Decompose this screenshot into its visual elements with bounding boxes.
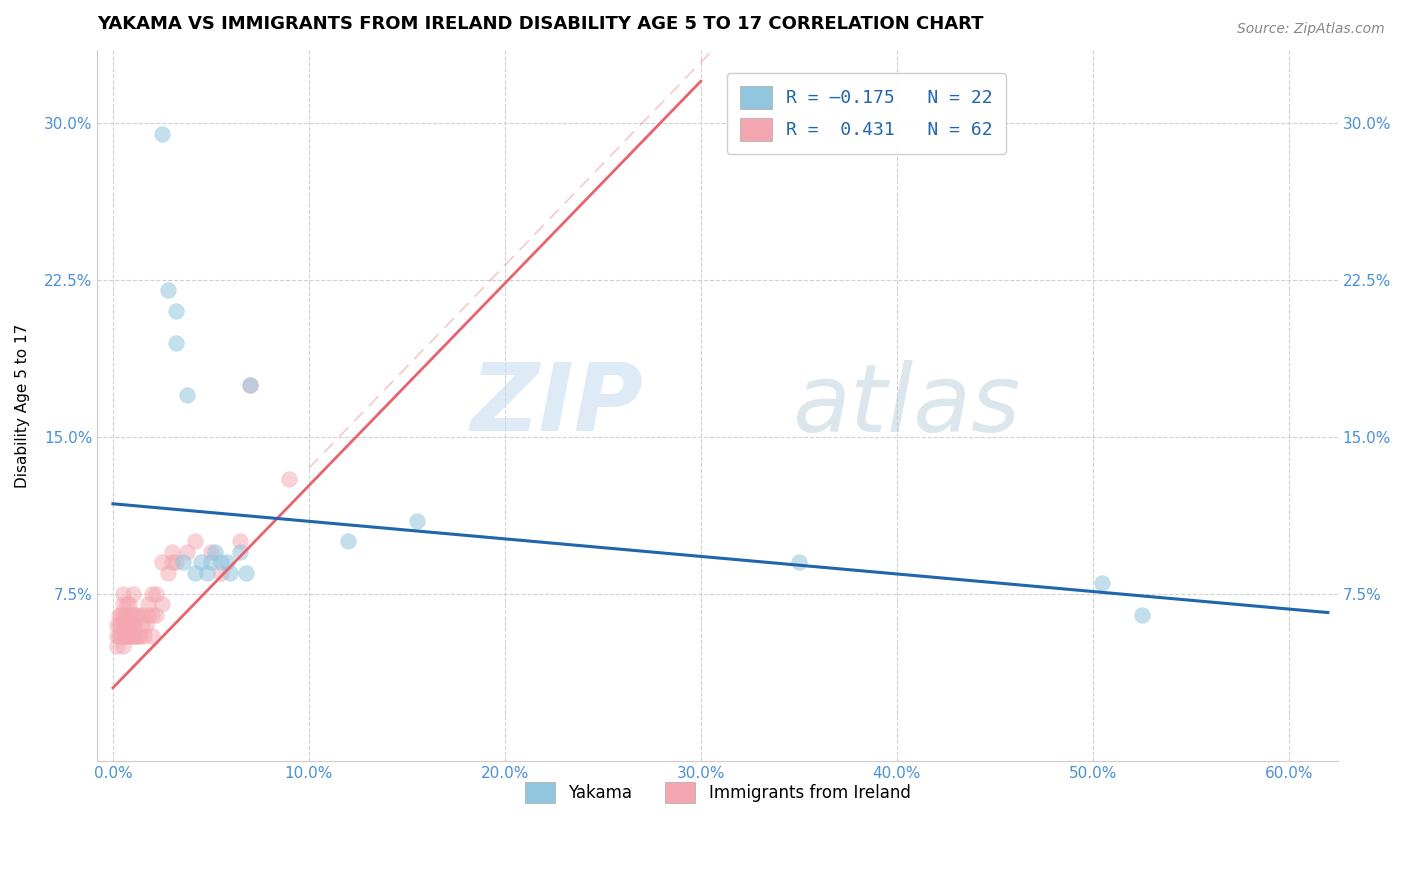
Point <box>111 618 134 632</box>
Point <box>117 618 139 632</box>
Point <box>200 545 222 559</box>
Point <box>107 629 129 643</box>
Point <box>134 629 156 643</box>
Point <box>1091 576 1114 591</box>
Point <box>125 629 148 643</box>
Point <box>129 629 152 643</box>
Point <box>110 607 132 622</box>
Point <box>200 555 222 569</box>
Point <box>190 555 212 569</box>
Point <box>114 618 136 632</box>
Point <box>114 629 136 643</box>
Point <box>165 335 187 350</box>
Point <box>150 127 173 141</box>
Point <box>117 597 139 611</box>
Point <box>110 629 132 643</box>
Point <box>105 618 128 632</box>
Point <box>150 555 173 569</box>
Point <box>787 555 810 569</box>
Point <box>405 514 427 528</box>
Point <box>135 618 157 632</box>
Point <box>127 629 149 643</box>
Point <box>105 639 128 653</box>
Point <box>165 555 187 569</box>
Point <box>115 618 138 632</box>
Point <box>131 618 153 632</box>
Point <box>209 555 232 569</box>
Text: ZIP: ZIP <box>470 359 643 451</box>
Point <box>176 388 198 402</box>
Point <box>141 607 163 622</box>
Text: atlas: atlas <box>792 360 1021 451</box>
Point <box>278 472 301 486</box>
Point <box>150 597 173 611</box>
Point <box>219 566 242 580</box>
Point <box>141 587 163 601</box>
Point <box>136 607 159 622</box>
Point <box>145 607 167 622</box>
Point <box>195 566 218 580</box>
Point <box>114 607 136 622</box>
Point <box>160 545 183 559</box>
Point <box>115 597 138 611</box>
Point <box>172 555 194 569</box>
Point <box>184 566 207 580</box>
Point <box>107 618 129 632</box>
Point <box>131 607 153 622</box>
Point <box>239 377 262 392</box>
Point <box>115 629 138 643</box>
Point <box>105 629 128 643</box>
Point <box>145 587 167 601</box>
Point <box>121 618 143 632</box>
Point <box>165 304 187 318</box>
Point <box>160 555 183 569</box>
Point <box>111 607 134 622</box>
Point <box>120 629 142 643</box>
Point <box>125 607 148 622</box>
Y-axis label: Disability Age 5 to 17: Disability Age 5 to 17 <box>15 323 30 488</box>
Point <box>111 639 134 653</box>
Point <box>117 607 139 622</box>
Text: YAKAMA VS IMMIGRANTS FROM IRELAND DISABILITY AGE 5 TO 17 CORRELATION CHART: YAKAMA VS IMMIGRANTS FROM IRELAND DISABI… <box>97 15 984 33</box>
Point <box>121 607 143 622</box>
Point <box>235 566 257 580</box>
Point <box>107 607 129 622</box>
Point <box>1130 607 1153 622</box>
Point <box>176 545 198 559</box>
Point <box>141 629 163 643</box>
Point <box>124 629 146 643</box>
Point <box>120 618 142 632</box>
Point <box>110 618 132 632</box>
Point <box>124 618 146 632</box>
Legend: Yakama, Immigrants from Ireland: Yakama, Immigrants from Ireland <box>512 769 924 817</box>
Point <box>229 534 252 549</box>
Point <box>337 534 360 549</box>
Point <box>229 545 252 559</box>
Point <box>127 607 149 622</box>
Point <box>111 597 134 611</box>
Point <box>121 587 143 601</box>
Point <box>111 587 134 601</box>
Point <box>215 555 238 569</box>
Point <box>204 545 226 559</box>
Point <box>117 629 139 643</box>
Point <box>111 629 134 643</box>
Point <box>136 597 159 611</box>
Point <box>156 566 179 580</box>
Point <box>184 534 207 549</box>
Point <box>121 629 143 643</box>
Point <box>209 566 232 580</box>
Point <box>239 377 262 392</box>
Point <box>156 284 179 298</box>
Text: Source: ZipAtlas.com: Source: ZipAtlas.com <box>1237 22 1385 37</box>
